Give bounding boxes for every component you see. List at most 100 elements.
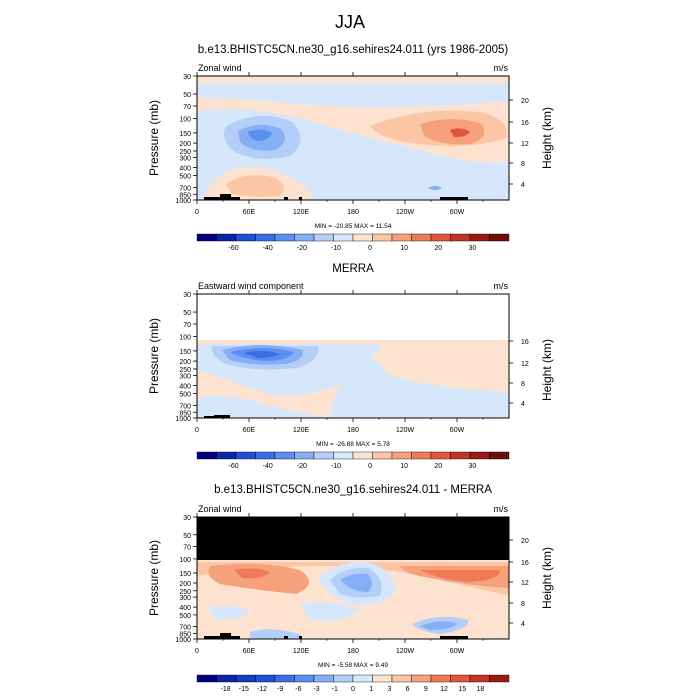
pressure-tick-label: 100 — [179, 117, 191, 124]
terrain-mask — [204, 194, 240, 200]
colorbar-swatch — [313, 451, 334, 460]
colorbar-swatch — [372, 674, 393, 683]
pressure-tick-label: 30 — [183, 515, 191, 522]
pressure-tick-label: 50 — [183, 310, 191, 317]
height-tick-label: 12 — [521, 361, 529, 368]
pressure-tick-label: 850 — [179, 192, 191, 199]
colorbar-swatch — [216, 451, 237, 460]
colorbar-swatch — [352, 233, 373, 242]
y-axis-label: Pressure (mb) — [147, 540, 161, 616]
colorbar-swatch — [333, 233, 354, 242]
height-axis: 20 16 12 8 4 — [509, 98, 529, 189]
pressure-tick-label: 200 — [179, 359, 191, 366]
height-axis: 20 16 12 8 4 — [509, 538, 529, 628]
height-axis: 16 12 8 4 — [509, 339, 529, 408]
longitude-tick-label: 60W — [450, 427, 465, 434]
panel-title: b.e13.BHISTC5CN.ne30_g16.sehires24.011 -… — [214, 484, 492, 496]
colorbar-swatch — [313, 674, 334, 683]
stats-text: MIN = -20.85 MAX = 11.54 — [315, 223, 392, 230]
longitude-tick-label: 60E — [243, 648, 256, 655]
stats-text: MIN = -5.58 MAX = 9.49 — [318, 662, 388, 669]
colorbar-swatch — [313, 233, 334, 242]
longitude-tick-label: 120W — [396, 427, 415, 434]
colorbar-label: 30 — [469, 245, 477, 252]
colorbar-label: -3 — [313, 686, 319, 693]
right-string: m/s — [494, 63, 509, 73]
longitude-tick-label: 120W — [396, 209, 415, 216]
pressure-tick-label: 50 — [183, 92, 191, 99]
longitude-tick-label: 0 — [195, 209, 199, 216]
colorbar-swatch — [391, 674, 412, 683]
pressure-tick-label: 250 — [179, 149, 191, 156]
longitude-axis: 0 60E 120E 180 120W 60W — [195, 513, 484, 655]
longitude-tick-label: 60E — [243, 427, 256, 434]
pressure-tick-label: 700 — [179, 185, 191, 192]
colorbar-swatch — [235, 233, 256, 242]
pressure-tick-label: 300 — [179, 595, 191, 602]
colorbar-label: -40 — [263, 463, 273, 470]
right-string: m/s — [494, 504, 509, 514]
height-tick-label: 8 — [521, 161, 525, 168]
y-axis-label: Pressure (mb) — [147, 100, 161, 176]
longitude-tick-label: 120W — [396, 648, 415, 655]
colorbar-label: 1 — [369, 686, 373, 693]
terrain-mask — [204, 633, 240, 639]
height-tick-label: 16 — [521, 120, 529, 127]
longitude-tick-label: 60W — [450, 648, 465, 655]
pressure-tick-label: 400 — [179, 384, 191, 391]
colorbar-swatch — [352, 451, 373, 460]
panel-title: b.e13.BHISTC5CN.ne30_g16.sehires24.011 (… — [198, 44, 509, 56]
pressure-tick-label: 700 — [179, 625, 191, 632]
contour-field — [197, 517, 509, 639]
colorbar-swatch — [411, 674, 432, 683]
height-tick-label: 20 — [521, 538, 529, 545]
left-string: Zonal wind — [198, 504, 242, 514]
height-tick-label: 16 — [521, 560, 529, 567]
colorbar-label: -9 — [277, 686, 283, 693]
colorbar-label: 10 — [400, 245, 408, 252]
height-tick-label: 12 — [521, 580, 529, 587]
pressure-tick-label: 30 — [183, 74, 191, 81]
y2-axis-label: Height (km) — [540, 107, 554, 169]
pressure-tick-label: 50 — [183, 533, 191, 540]
colorbar: -60 -40 -20 -10 0 10 20 30 — [196, 233, 510, 252]
colorbar-label: 18 — [477, 686, 485, 693]
terrain-mask — [204, 415, 230, 418]
panel-merra: MERRA Eastward wind component m/s 30 50 70… — [147, 263, 554, 470]
colorbar-swatch — [216, 233, 237, 242]
colorbar-swatch — [450, 233, 471, 242]
height-tick-label: 4 — [521, 621, 525, 628]
colorbar-label: -20 — [297, 463, 307, 470]
pressure-tick-label: 500 — [179, 391, 191, 398]
colorbar-swatch — [411, 233, 432, 242]
pressure-tick-label: 150 — [179, 571, 191, 578]
colorbar: -18 -15 -12 -9 -6 -3 -1 0 1 3 6 9 12 15 18 — [196, 674, 510, 693]
colorbar: -60 -40 -20 -10 0 10 20 30 — [196, 451, 510, 470]
left-string: Zonal wind — [198, 63, 242, 73]
colorbar-label: -12 — [257, 686, 267, 693]
colorbar-swatch — [489, 674, 510, 683]
colorbar-label: -15 — [239, 686, 249, 693]
colorbar-swatch — [235, 451, 256, 460]
colorbar-swatch — [489, 451, 510, 460]
colorbar-swatch — [391, 233, 412, 242]
missing-data-mask — [197, 517, 509, 560]
colorbar-label: 20 — [434, 245, 442, 252]
colorbar-swatch — [333, 451, 354, 460]
colorbar-swatch — [274, 233, 295, 242]
colorbar-swatch — [274, 451, 295, 460]
terrain-mask — [284, 636, 288, 639]
height-tick-label: 4 — [521, 401, 525, 408]
pressure-tick-label: 300 — [179, 155, 191, 162]
y2-axis-label: Height (km) — [540, 339, 554, 401]
colorbar-swatch — [450, 674, 471, 683]
colorbar-swatch — [372, 451, 393, 460]
colorbar-swatch — [294, 451, 315, 460]
pressure-tick-label: 150 — [179, 131, 191, 138]
terrain-mask — [299, 197, 302, 200]
colorbar-swatch — [216, 674, 237, 683]
colorbar-swatch — [430, 233, 451, 242]
